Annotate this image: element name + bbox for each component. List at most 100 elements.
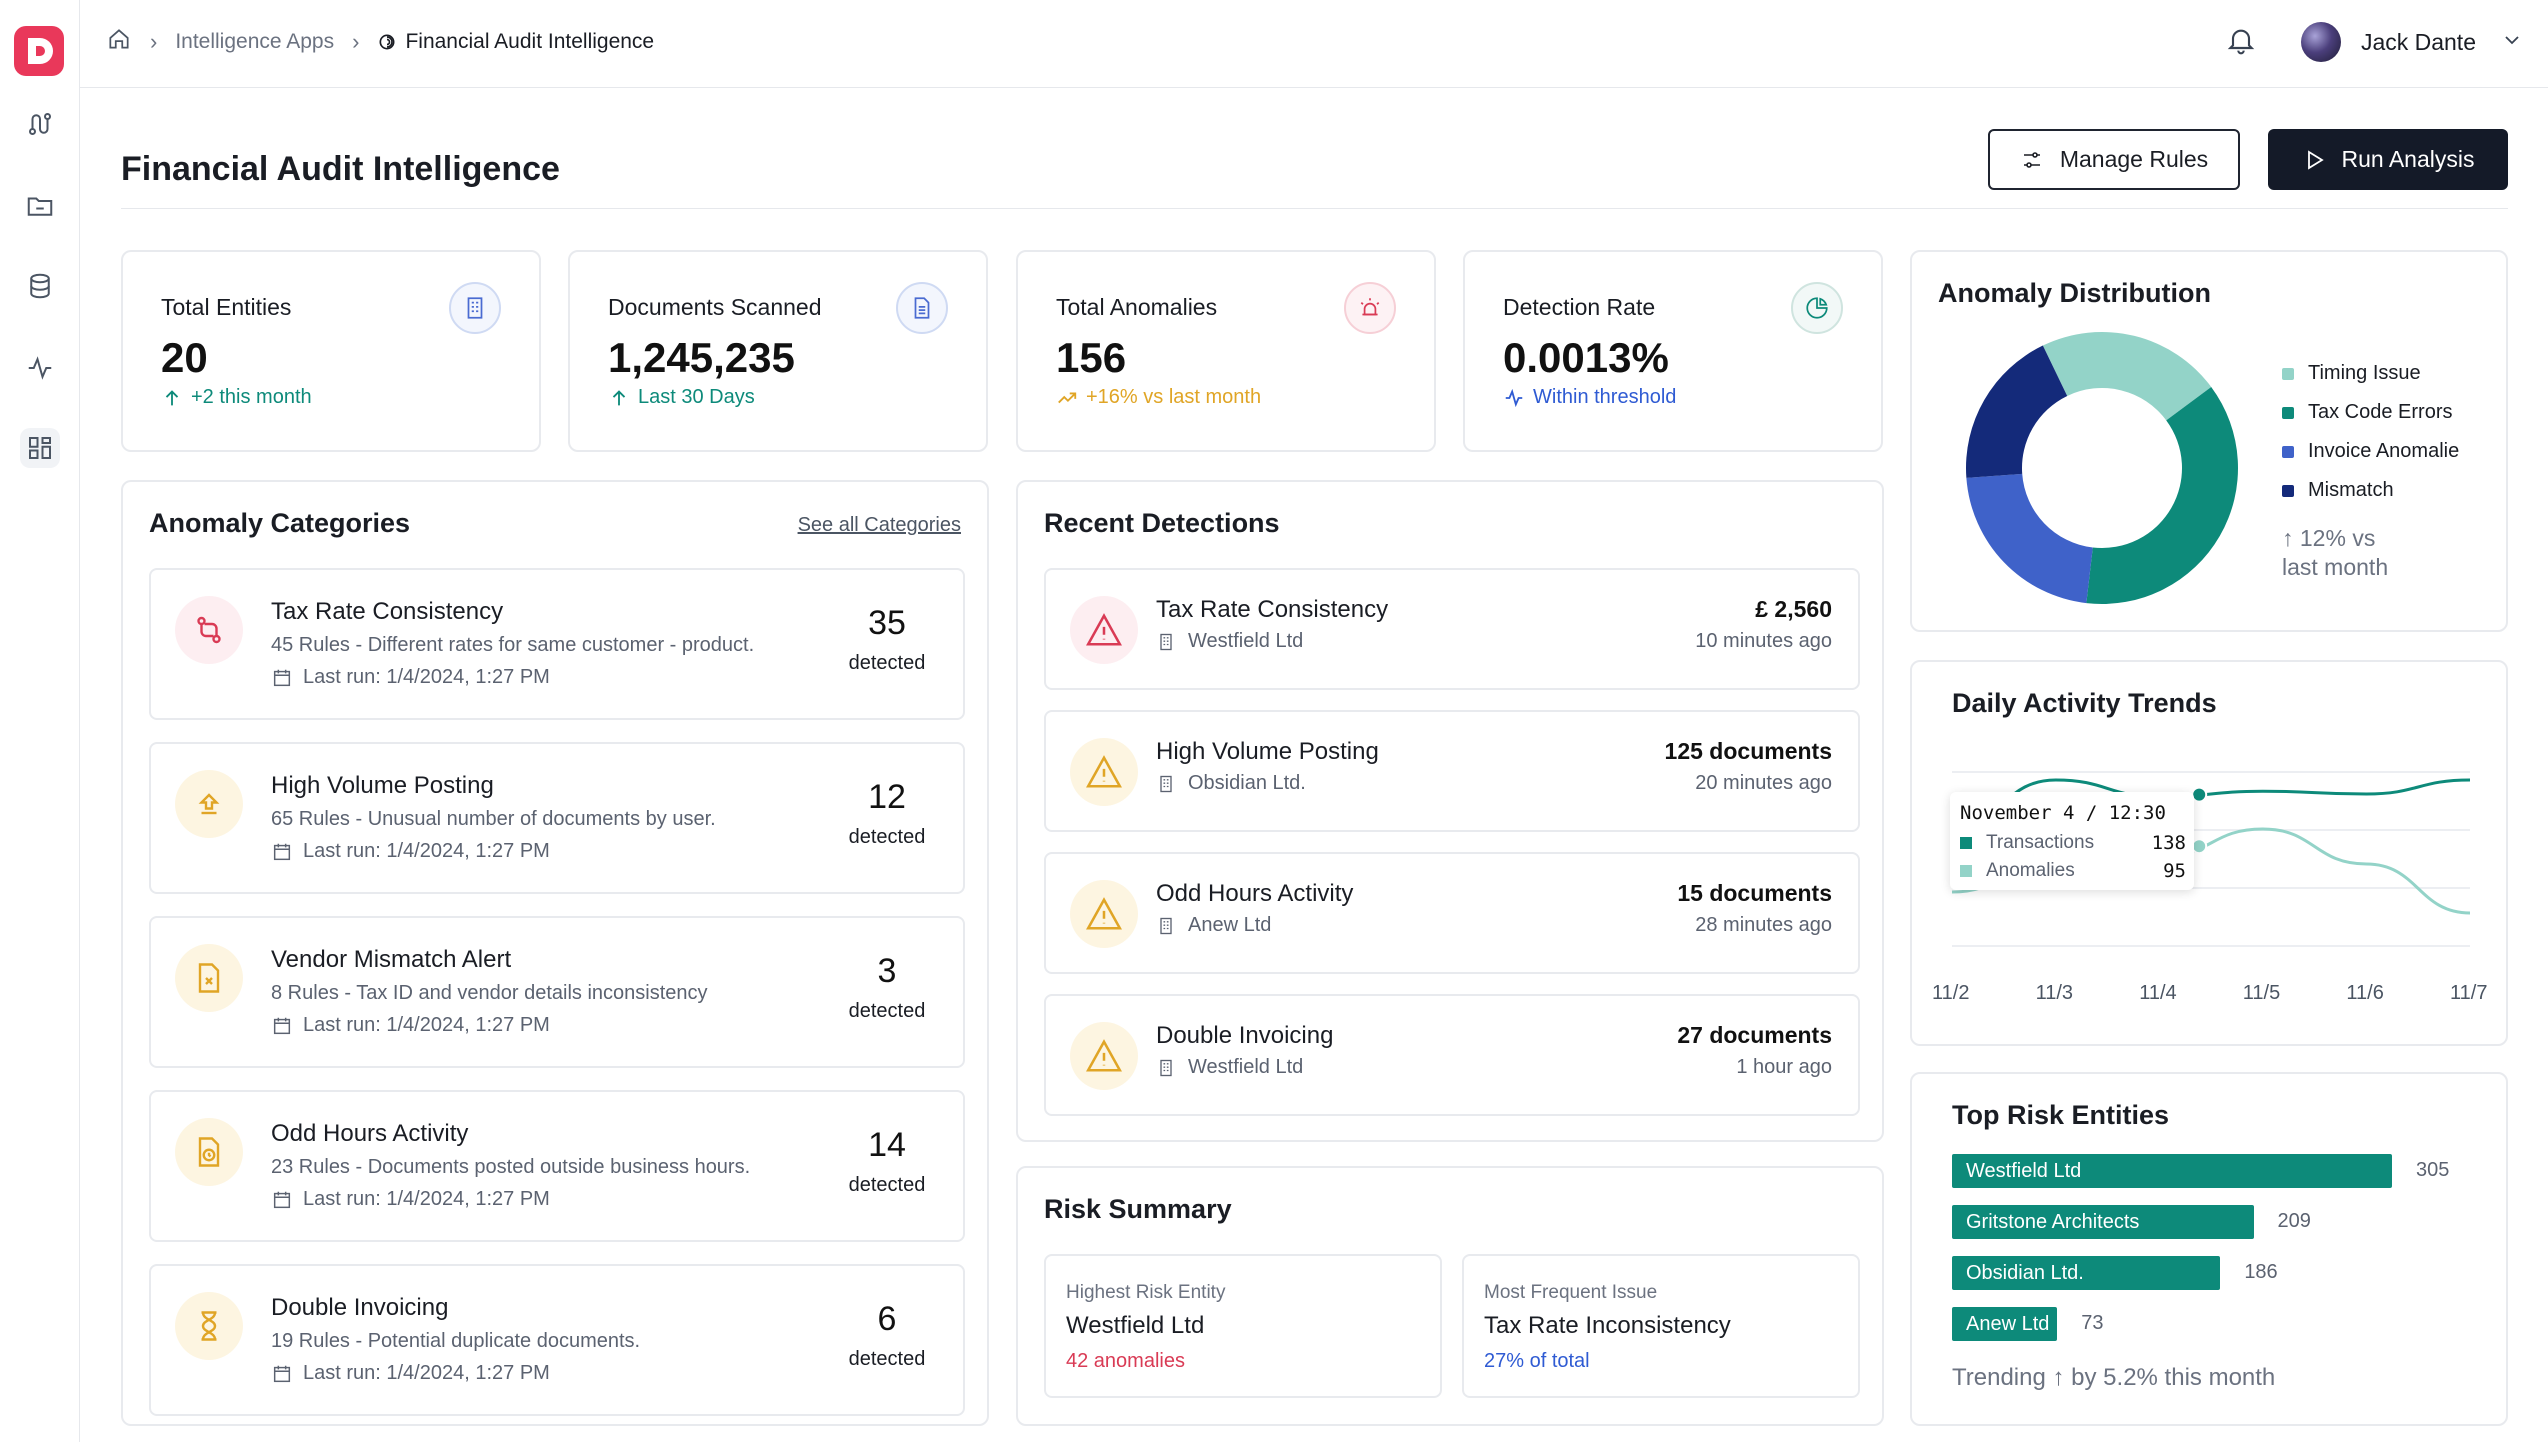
spiral-icon bbox=[379, 34, 395, 50]
bar-obsidian-ltd[interactable]: Obsidian Ltd. bbox=[1952, 1256, 2221, 1290]
bar-westfield-ltd[interactable]: Westfield Ltd bbox=[1952, 1154, 2392, 1188]
bell-icon[interactable] bbox=[2225, 24, 2257, 61]
card-title: Anomaly Categories bbox=[149, 508, 411, 538]
category-item[interactable]: High Volume Posting 65 Rules - Unusual n… bbox=[149, 742, 965, 894]
data-point-transactions[interactable] bbox=[2191, 786, 2208, 803]
document-icon bbox=[896, 282, 948, 334]
data-point-anomalies[interactable] bbox=[2191, 838, 2208, 855]
tooltip-swatch bbox=[1960, 837, 1972, 849]
bar-label: Gritstone Architects bbox=[1966, 1210, 2140, 1233]
alarm-icon bbox=[1344, 282, 1396, 334]
detection-name: Tax Rate Consistency bbox=[1156, 596, 1389, 623]
x-tick-label: 11/3 bbox=[2035, 982, 2074, 1004]
category-item[interactable]: Vendor Mismatch Alert 8 Rules - Tax ID a… bbox=[149, 916, 965, 1068]
category-count: 35 bbox=[868, 604, 906, 642]
workflow-icon[interactable] bbox=[20, 104, 60, 144]
app-logo[interactable] bbox=[14, 26, 64, 76]
chevron-down-icon[interactable] bbox=[2476, 28, 2524, 57]
breadcrumb-parent[interactable]: Intelligence Apps bbox=[175, 30, 335, 53]
category-detected: detected bbox=[848, 1000, 926, 1022]
warning-icon bbox=[1070, 880, 1138, 948]
stat-card-detection-rate: Detection Rate 0.0013% Within threshold bbox=[1463, 250, 1883, 452]
risk-sub: 42 anomalies bbox=[1066, 1350, 1185, 1372]
stat-sub: Last 30 Days bbox=[608, 386, 755, 409]
top-risk-entities-card: Top Risk Entities Westfield Ltd 305 Gritst… bbox=[1910, 1072, 2508, 1426]
donut-slice-mismatch[interactable] bbox=[1966, 345, 2068, 478]
stat-card-total-entities: Total Entities 20 +2 this month bbox=[121, 250, 541, 452]
home-icon[interactable] bbox=[106, 26, 132, 58]
detection-name: Odd Hours Activity bbox=[1156, 880, 1354, 907]
donut-slice-tax-code-errors[interactable] bbox=[2086, 386, 2238, 604]
category-last-run: Last run: 1/4/2024, 1:27 PM bbox=[271, 840, 550, 863]
bar-gritstone-architects[interactable]: Gritstone Architects bbox=[1952, 1205, 2254, 1239]
user-name[interactable]: Jack Dante bbox=[2360, 28, 2476, 55]
detection-name: High Volume Posting bbox=[1156, 738, 1379, 765]
category-last-run: Last run: 1/4/2024, 1:27 PM bbox=[271, 666, 550, 689]
activity-icon[interactable] bbox=[20, 348, 60, 388]
category-name: Vendor Mismatch Alert bbox=[271, 946, 512, 973]
risk-value: Tax Rate Inconsistency bbox=[1484, 1312, 1731, 1339]
donut-slice-timing-issue[interactable] bbox=[2042, 332, 2212, 421]
detection-item[interactable]: Double Invoicing Westfield Ltd 27 docume… bbox=[1044, 994, 1860, 1116]
building-icon bbox=[1160, 775, 1172, 792]
detection-amount: 125 documents bbox=[1664, 738, 1832, 764]
detection-time: 20 minutes ago bbox=[1695, 772, 1832, 794]
building-icon bbox=[1160, 1059, 1172, 1076]
sidebar bbox=[0, 0, 80, 1442]
stat-card-total-anomalies: Total Anomalies 156 +16% vs last month bbox=[1016, 250, 1436, 452]
bar-anew-ltd[interactable]: Anew Ltd bbox=[1952, 1307, 2058, 1341]
detection-item[interactable]: High Volume Posting Obsidian Ltd. 125 do… bbox=[1044, 710, 1860, 832]
category-detected: detected bbox=[848, 826, 926, 848]
category-detected: detected bbox=[848, 1174, 926, 1196]
donut-slice-invoice-anomalie[interactable] bbox=[1966, 473, 2093, 604]
chart-tooltip: November 4 / 12:30 Transactions 138 Anoma… bbox=[1950, 792, 2194, 890]
calendar-icon bbox=[273, 1365, 291, 1382]
bar-value: 186 bbox=[2244, 1261, 2278, 1283]
detection-time: 28 minutes ago bbox=[1695, 914, 1832, 936]
database-icon[interactable] bbox=[20, 266, 60, 306]
legend-swatch bbox=[2282, 484, 2294, 497]
category-desc: 23 Rules - Documents posted outside busi… bbox=[271, 1156, 751, 1178]
trending-note: Trending ↑ by 5.2% this month bbox=[1952, 1364, 2276, 1391]
category-last-run: Last run: 1/4/2024, 1:27 PM bbox=[271, 1188, 550, 1211]
detection-item[interactable]: Tax Rate Consistency Westfield Ltd £ 2,5… bbox=[1044, 568, 1860, 690]
page-title: Financial Audit Intelligence bbox=[121, 150, 560, 188]
detection-amount: 27 documents bbox=[1677, 1022, 1832, 1048]
detection-entity: Anew Ltd bbox=[1156, 914, 1271, 937]
legend-swatch bbox=[2282, 406, 2294, 419]
category-count: 14 bbox=[868, 1126, 906, 1164]
clock-file-icon bbox=[175, 1118, 243, 1186]
stat-sub: +2 this month bbox=[161, 386, 312, 409]
calendar-icon bbox=[273, 669, 291, 686]
most-frequent-issue-box[interactable]: Most Frequent Issue Tax Rate Inconsisten… bbox=[1462, 1254, 1860, 1398]
x-tick-label: 11/5 bbox=[2242, 982, 2281, 1004]
card-title: Risk Summary bbox=[1044, 1194, 1232, 1224]
category-item[interactable]: Double Invoicing 19 Rules - Potential du… bbox=[149, 1264, 965, 1416]
divider bbox=[121, 208, 2508, 209]
category-detected: detected bbox=[848, 652, 926, 674]
warning-icon bbox=[1070, 738, 1138, 806]
detection-time: 10 minutes ago bbox=[1695, 630, 1832, 652]
category-item[interactable]: Tax Rate Consistency 45 Rules - Differen… bbox=[149, 568, 965, 720]
stat-sub: +16% vs last month bbox=[1056, 386, 1261, 409]
stat-value: 156 bbox=[1056, 334, 1127, 381]
donut-chart bbox=[1966, 332, 2238, 604]
stat-label: Detection Rate bbox=[1503, 294, 1656, 320]
category-desc: 65 Rules - Unusual number of documents b… bbox=[271, 808, 716, 830]
detection-item[interactable]: Odd Hours Activity Anew Ltd 15 documents… bbox=[1044, 852, 1860, 974]
dashboard-icon[interactable] bbox=[20, 428, 60, 468]
avatar[interactable] bbox=[2300, 22, 2341, 62]
run-analysis-button[interactable]: Run Analysis bbox=[2268, 129, 2508, 190]
tooltip-title: November 4 / 12:30 bbox=[1960, 802, 2166, 824]
manage-rules-button[interactable]: Manage Rules bbox=[1988, 129, 2240, 190]
see-all-categories-link[interactable]: See all Categories bbox=[797, 514, 961, 536]
sliders-icon bbox=[2023, 151, 2040, 168]
bar-label: Anew Ltd bbox=[1966, 1312, 2050, 1335]
trend-up-icon bbox=[1058, 392, 1077, 403]
category-item[interactable]: Odd Hours Activity 23 Rules - Documents … bbox=[149, 1090, 965, 1242]
calendar-icon bbox=[273, 1017, 291, 1034]
daily-activity-trends-card: Daily Activity Trends November 4 / 12:30… bbox=[1910, 660, 2508, 1046]
highest-risk-entity-box[interactable]: Highest Risk Entity Westfield Ltd 42 ano… bbox=[1044, 1254, 1442, 1398]
folder-icon[interactable] bbox=[20, 186, 60, 226]
category-desc: 19 Rules - Potential duplicate documents… bbox=[271, 1330, 641, 1352]
